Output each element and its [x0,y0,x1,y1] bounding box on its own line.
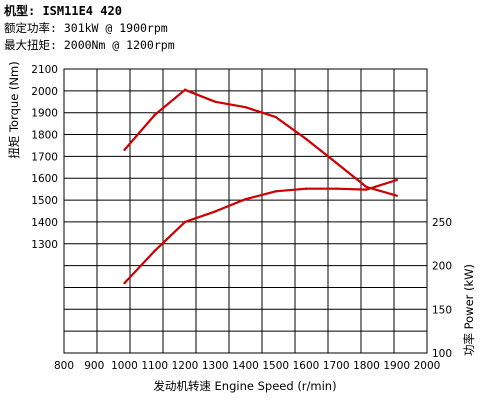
left-tick-label: 1700 [31,151,58,163]
x-tick-label: 1200 [172,360,199,372]
right-axis-ticks: 250 200 150 100 [432,217,452,360]
right-axis-title: 功率 Power (kW) [462,264,476,356]
x-tick-label: 1400 [232,360,259,372]
power-line [123,178,398,284]
right-tick-label: 200 [432,261,452,273]
power-point [395,178,398,182]
left-tick-label: 1300 [31,239,58,251]
x-tick-label: 900 [84,360,104,372]
power-point [123,281,126,285]
power-point [244,198,247,201]
power-point [214,210,217,213]
max-torque-text: 最大扭矩: 2000Nm @ 1200rpm [4,38,175,52]
rated-power-text: 额定功率: 301kW @ 1900rpm [4,21,168,35]
torque-point [183,88,187,91]
left-axis-title: 扭矩 Torque (Nm) [7,61,21,158]
power-point [183,220,187,224]
power-point [335,187,338,190]
x-tick-label: 1500 [262,360,289,372]
x-tick-label: 1700 [323,360,350,372]
torque-point [153,113,156,117]
power-point [365,188,368,191]
torque-point [214,100,217,103]
torque-point [365,185,368,189]
x-tick-label: 1100 [141,360,168,372]
plot-area [63,68,428,354]
left-tick-label: 1600 [31,173,58,185]
torque-point [395,194,398,197]
torque-point [274,115,277,119]
x-tick-label: 1900 [383,360,410,372]
engine-model-title: 机型: ISM11E4 420 [4,4,122,18]
x-tick-label: 1300 [202,360,229,372]
left-tick-label: 1500 [31,195,58,207]
x-tick-label: 1600 [293,360,320,372]
x-axis-ticks: 800 900 1000 1100 1200 1300 1400 1500 1600 1700 18… [54,360,440,372]
grid-lines [64,69,427,353]
power-point [153,249,156,252]
left-tick-label: 2100 [31,64,58,76]
right-tick-label: 150 [432,304,452,316]
x-tick-label: 1000 [111,360,138,372]
series-lines [123,88,398,285]
torque-point [304,137,308,141]
x-tick-label: 800 [54,360,74,372]
right-tick-label: 100 [432,348,452,360]
left-tick-label: 1400 [31,217,58,229]
left-tick-label: 1900 [31,108,58,120]
power-point [304,187,308,190]
x-axis-title: 发动机转速 Engine Speed (r/min) [153,379,336,393]
left-tick-label: 1800 [31,130,58,142]
torque-point [335,161,338,165]
torque-point [244,106,247,109]
left-axis-ticks: 2100 2000 1900 1800 1700 1600 1500 1400 1300 [31,64,58,251]
x-tick-label: 2000 [414,360,441,372]
x-tick-label: 1800 [353,360,380,372]
torque-line [123,88,398,197]
torque-point [123,148,126,152]
power-point [274,190,277,193]
left-tick-label: 2000 [31,86,58,98]
right-tick-label: 250 [432,217,452,229]
